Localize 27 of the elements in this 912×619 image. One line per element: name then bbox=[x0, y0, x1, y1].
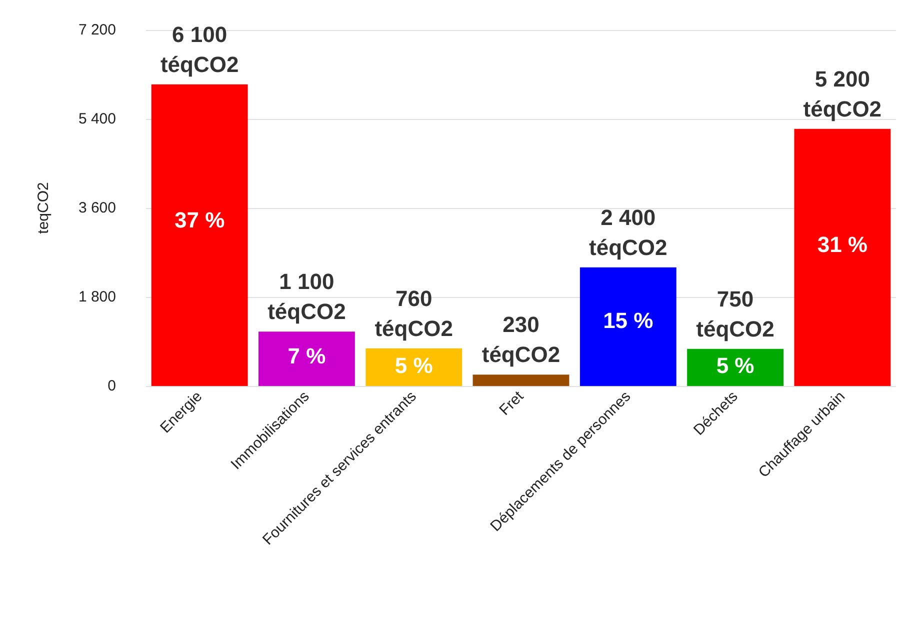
y-tick-label: 5 400 bbox=[78, 110, 116, 128]
data-label: 760 téqCO2 bbox=[374, 286, 453, 341]
bar bbox=[366, 348, 462, 386]
data-label: 750 téqCO2 bbox=[696, 286, 774, 342]
y-tick-label: 3 600 bbox=[78, 200, 116, 216]
bar bbox=[258, 332, 355, 386]
annotation: 5 % bbox=[394, 352, 433, 378]
data-label: 230 téqCO2 bbox=[482, 312, 560, 368]
annotation: 5 % bbox=[716, 353, 754, 378]
y-tick-label: 0 bbox=[108, 378, 116, 394]
y-axis-title: teqCO2 bbox=[35, 182, 52, 234]
annotation: 7 % bbox=[288, 344, 326, 369]
bar bbox=[794, 128, 891, 386]
bar bbox=[472, 374, 570, 386]
x-tick-label: Fret bbox=[496, 387, 528, 419]
data-label: 6 100 téqCO2 bbox=[160, 22, 239, 77]
bar bbox=[580, 267, 676, 386]
annotation: 37 % bbox=[174, 208, 225, 233]
y-tick-label: 7 200 bbox=[78, 22, 116, 38]
y-tick-label: 1 800 bbox=[78, 288, 116, 306]
bar bbox=[687, 348, 784, 386]
annotation: 31 % bbox=[817, 232, 868, 258]
bar bbox=[151, 84, 248, 386]
annotation: 15 % bbox=[603, 308, 654, 334]
data-label: 5 200 téqCO2 bbox=[803, 66, 882, 122]
data-label: 2 400 téqCO2 bbox=[589, 204, 668, 260]
data-label: 1 100 téqCO2 bbox=[268, 269, 346, 324]
